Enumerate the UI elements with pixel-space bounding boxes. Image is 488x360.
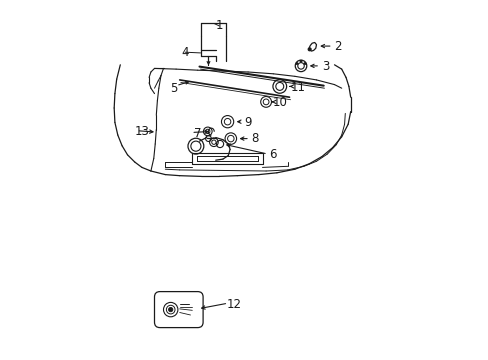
- Circle shape: [299, 60, 302, 62]
- Text: 8: 8: [251, 132, 259, 145]
- Text: 7: 7: [194, 127, 201, 140]
- Text: 13: 13: [134, 125, 149, 138]
- Text: 1: 1: [215, 19, 223, 32]
- Text: 4: 4: [181, 46, 188, 59]
- Circle shape: [295, 63, 298, 65]
- Circle shape: [168, 307, 172, 312]
- Text: 2: 2: [334, 40, 341, 53]
- Text: 11: 11: [290, 81, 305, 94]
- Text: 6: 6: [269, 148, 277, 161]
- Text: 5: 5: [170, 82, 178, 95]
- Text: 3: 3: [321, 60, 328, 73]
- Circle shape: [307, 48, 310, 51]
- Text: 10: 10: [272, 96, 287, 109]
- Text: 9: 9: [244, 116, 251, 129]
- Circle shape: [304, 63, 305, 65]
- Text: 12: 12: [226, 298, 241, 311]
